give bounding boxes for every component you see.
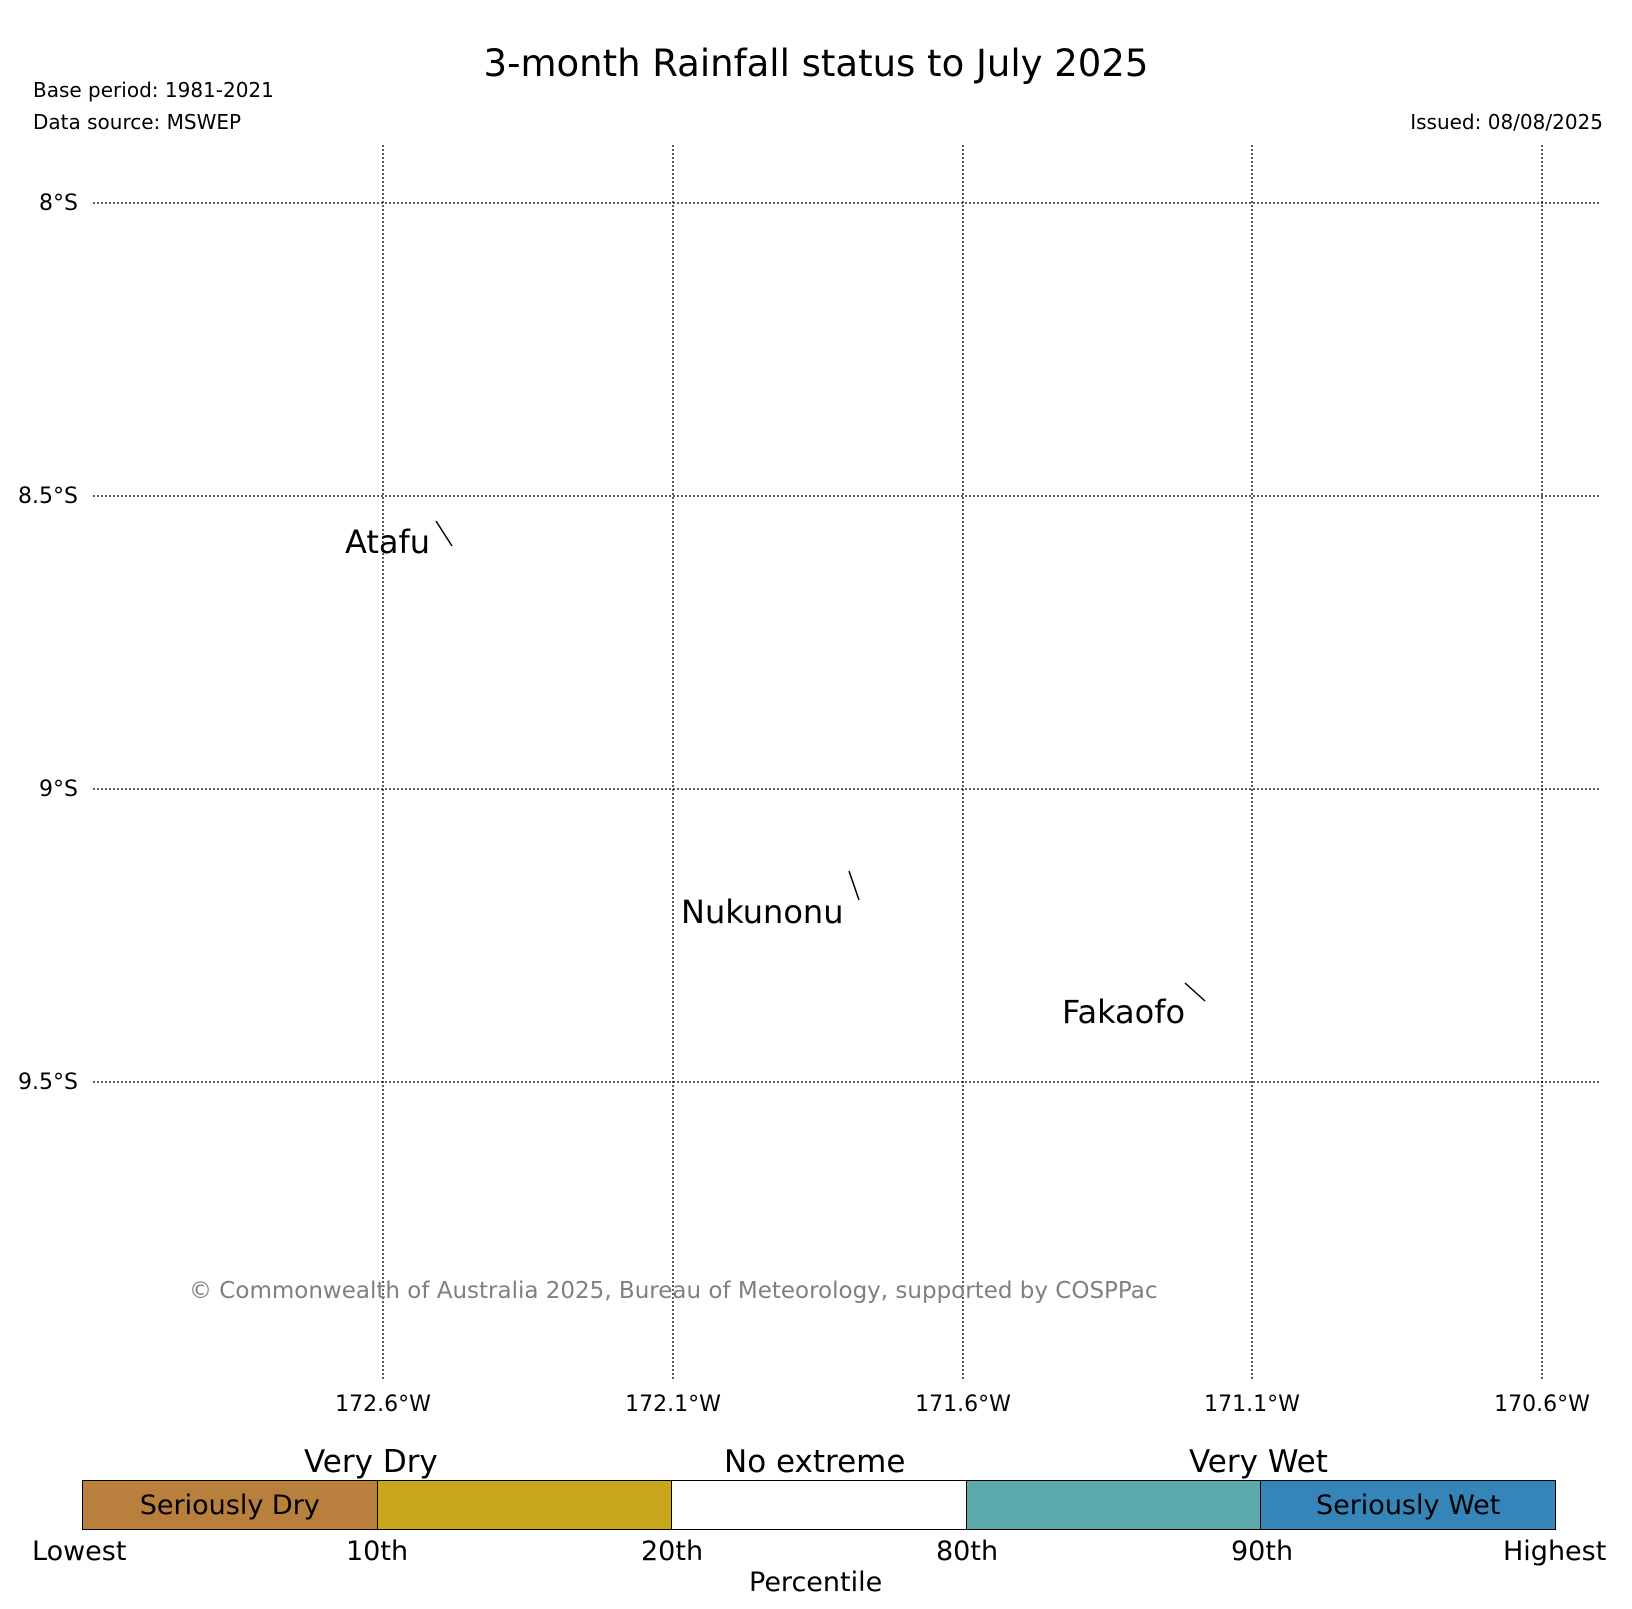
lat-label: 9°S	[39, 777, 78, 802]
place-label-atafu: Atafu	[345, 523, 430, 561]
lon-label: 171.1°W	[1204, 1392, 1300, 1417]
legend-category-no-extreme: No extreme	[724, 1444, 906, 1480]
legend-axis-label: Percentile	[749, 1567, 883, 1598]
legend-segment-no-extreme	[672, 1481, 967, 1529]
place-label-nukunonu: Nukunonu	[681, 893, 843, 931]
place-label-fakaofo: Fakaofo	[1062, 993, 1185, 1031]
legend-category-very-dry: Very Dry	[304, 1444, 438, 1480]
lon-label: 170.6°W	[1494, 1392, 1590, 1417]
lat-label: 8°S	[39, 191, 78, 216]
copyright-text: © Commonwealth of Australia 2025, Bureau…	[189, 1278, 1158, 1304]
nukunonu-coastline	[848, 870, 860, 901]
page-title: 3-month Rainfall status to July 2025	[483, 42, 1149, 85]
legend-tick-highest: Highest	[1503, 1536, 1607, 1567]
legend-category-very-wet: Very Wet	[1189, 1444, 1328, 1480]
legend-tick-20th: 20th	[641, 1536, 704, 1567]
legend-segment-seriously-wet: Seriously Wet	[1261, 1481, 1555, 1529]
legend-segment-seriously-dry: Seriously Dry	[83, 1481, 378, 1529]
legend-segment-very-wet	[966, 1481, 1262, 1529]
legend-segment-very-dry	[377, 1481, 673, 1529]
lon-label: 171.6°W	[915, 1392, 1011, 1417]
legend-tick-10th: 10th	[346, 1536, 409, 1567]
legend-tick-lowest: Lowest	[32, 1536, 127, 1567]
legend-tick-90th: 90th	[1231, 1536, 1294, 1567]
base-period-text: Base period: 1981-2021	[33, 78, 274, 102]
legend-colorbar: Seriously Dry Seriously Wet	[82, 1480, 1556, 1530]
lat-label: 8.5°S	[18, 484, 78, 509]
fakaofo-coastline	[1184, 982, 1206, 1002]
lon-label: 172.1°W	[625, 1392, 721, 1417]
legend-tick-80th: 80th	[936, 1536, 999, 1567]
data-source-text: Data source: MSWEP	[33, 110, 242, 134]
lon-label: 172.6°W	[335, 1392, 431, 1417]
atafu-coastline	[435, 520, 453, 547]
lat-label: 9.5°S	[18, 1070, 78, 1095]
issued-date-text: Issued: 08/08/2025	[1410, 110, 1603, 134]
